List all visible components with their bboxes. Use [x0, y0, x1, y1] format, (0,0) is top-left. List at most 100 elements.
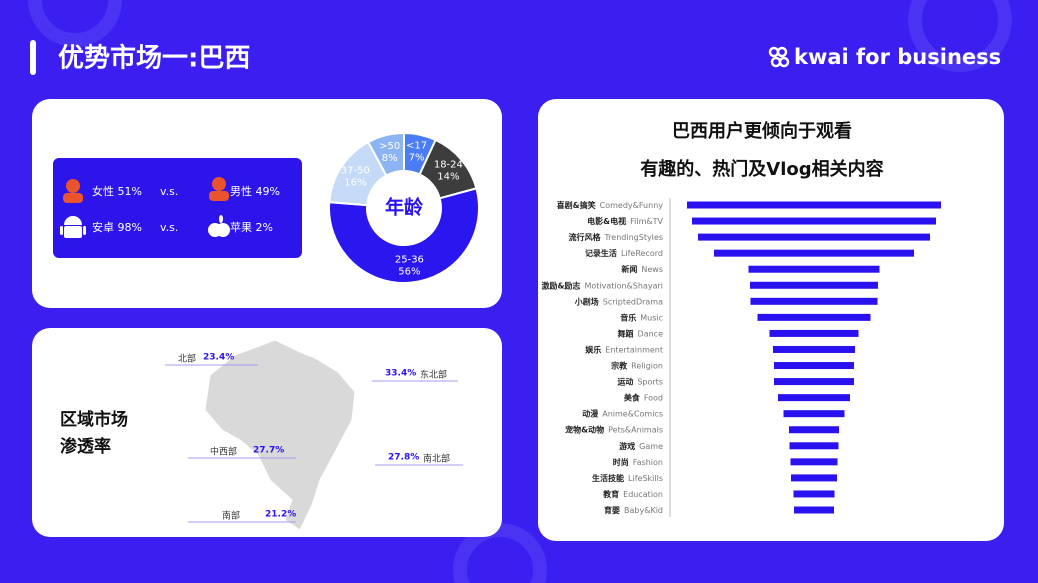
bar	[791, 474, 837, 482]
category-en: Food	[644, 393, 663, 402]
slice-label: 7%	[409, 152, 425, 163]
bar	[778, 394, 850, 402]
region-name: 北部	[178, 353, 196, 365]
region-value: 23.4%	[203, 353, 234, 363]
category-en: LifeSkills	[628, 473, 663, 482]
category-en: Education	[623, 489, 663, 498]
category-en: Film&TV	[630, 217, 663, 226]
category-cn: 激励&励志	[541, 280, 580, 290]
category-label: 时尚 Fashion	[613, 456, 663, 466]
bar	[757, 313, 871, 321]
chart-subtitle: 有趣的、热门及Vlog相关内容	[640, 158, 883, 180]
category-label: 电影&电视 Film&TV	[587, 216, 663, 226]
slice-category: <17	[406, 140, 427, 151]
bar	[748, 265, 880, 273]
category-label: 生活技能 LifeSkills	[592, 472, 663, 482]
apple-icon	[208, 215, 230, 237]
region-name: 东北部	[420, 369, 447, 381]
bar	[714, 249, 914, 257]
demographic-text: 苹果 2%	[230, 220, 273, 234]
category-en: LifeRecord	[621, 249, 663, 258]
bar	[698, 233, 930, 241]
category-label: 激励&励志 Motivation&Shayari	[541, 280, 663, 290]
category-cn: 新闻	[621, 264, 637, 274]
android-icon	[60, 216, 86, 238]
category-en: Fashion	[633, 457, 663, 466]
slice-label: 16%	[344, 177, 366, 188]
bar	[794, 506, 834, 514]
category-en: Anime&Comics	[602, 409, 663, 418]
demographic-text: v.s.	[160, 185, 178, 198]
bar	[769, 329, 859, 337]
category-label: 运动 Sports	[617, 376, 663, 386]
category-en: Music	[640, 313, 663, 322]
category-cn: 电影&电视	[587, 216, 626, 226]
bar	[789, 442, 839, 450]
region-value: 27.8%	[388, 453, 419, 463]
category-en: Entertainment	[605, 345, 663, 354]
category-label: 宗教 Religion	[611, 360, 663, 370]
slice-label: 8%	[382, 153, 398, 164]
category-label: 舞蹈 Dance	[617, 328, 664, 338]
bar	[774, 378, 854, 386]
slice-category: 25-36	[395, 255, 424, 266]
female-icon	[63, 179, 83, 203]
category-label: 新闻 News	[621, 264, 663, 274]
category-label: 宠物&动物 Pets&Animals	[565, 424, 663, 434]
category-cn: 宗教	[611, 360, 628, 370]
region-title: 渗透率	[60, 436, 111, 457]
bar	[783, 410, 845, 418]
category-label: 美食 Food	[624, 392, 663, 402]
pie-center-label: 年龄	[385, 196, 424, 219]
chart-title: 巴西用户更倾向于观看	[672, 120, 852, 142]
category-cn: 宠物&动物	[565, 424, 604, 434]
bar	[790, 458, 838, 466]
bar	[750, 281, 878, 289]
category-en: Comedy&Funny	[600, 201, 664, 210]
bar	[774, 362, 854, 370]
region-name: 中西部	[210, 446, 237, 458]
category-en: Motivation&Shayari	[584, 281, 663, 290]
demographic-text: v.s.	[160, 221, 178, 234]
slice-label: 56%	[398, 267, 420, 278]
bar	[793, 490, 835, 498]
category-label: 记录生活 LifeRecord	[585, 248, 663, 258]
brand: kwai for business	[794, 45, 1001, 69]
category-cn: 流行风格	[568, 232, 601, 242]
bar	[750, 297, 878, 305]
category-label: 教育 Education	[602, 488, 663, 498]
category-cn: 运动	[617, 376, 633, 386]
category-cn: 小剧场	[574, 296, 599, 306]
demographics-box	[53, 158, 302, 258]
category-label: 喜剧&搞笑 Comedy&Funny	[557, 200, 664, 210]
category-cn: 育婴	[604, 505, 620, 515]
category-cn: 舞蹈	[617, 328, 634, 338]
brand-logo	[768, 46, 790, 68]
category-cn: 娱乐	[585, 344, 601, 354]
region-value: 27.7%	[253, 446, 284, 456]
region-name: 南部	[222, 510, 240, 522]
slice-category: 37-50	[341, 165, 370, 176]
slice-category: >50	[379, 141, 400, 152]
slice-label: 14%	[437, 172, 459, 183]
decor	[908, 0, 1012, 72]
category-en: News	[641, 265, 663, 274]
category-en: Game	[639, 441, 663, 450]
slice-category: 18-24	[434, 160, 463, 171]
bar	[687, 201, 941, 209]
category-label: 娱乐 Entertainment	[585, 344, 663, 354]
bar	[789, 426, 839, 434]
decor	[453, 523, 547, 583]
page-title: 优势市场一:巴西	[58, 43, 250, 74]
demographic-text: 男性 49%	[230, 184, 280, 198]
decor	[28, 0, 122, 47]
category-en: Dance	[638, 329, 664, 338]
category-en: TrendingStyles	[603, 233, 663, 242]
title-bar	[30, 40, 36, 75]
category-cn: 音乐	[620, 312, 636, 322]
category-cn: 教育	[602, 488, 619, 498]
region-value: 33.4%	[385, 369, 416, 379]
region-value: 21.2%	[265, 510, 296, 520]
demographic-text: 安卓 98%	[92, 220, 142, 234]
